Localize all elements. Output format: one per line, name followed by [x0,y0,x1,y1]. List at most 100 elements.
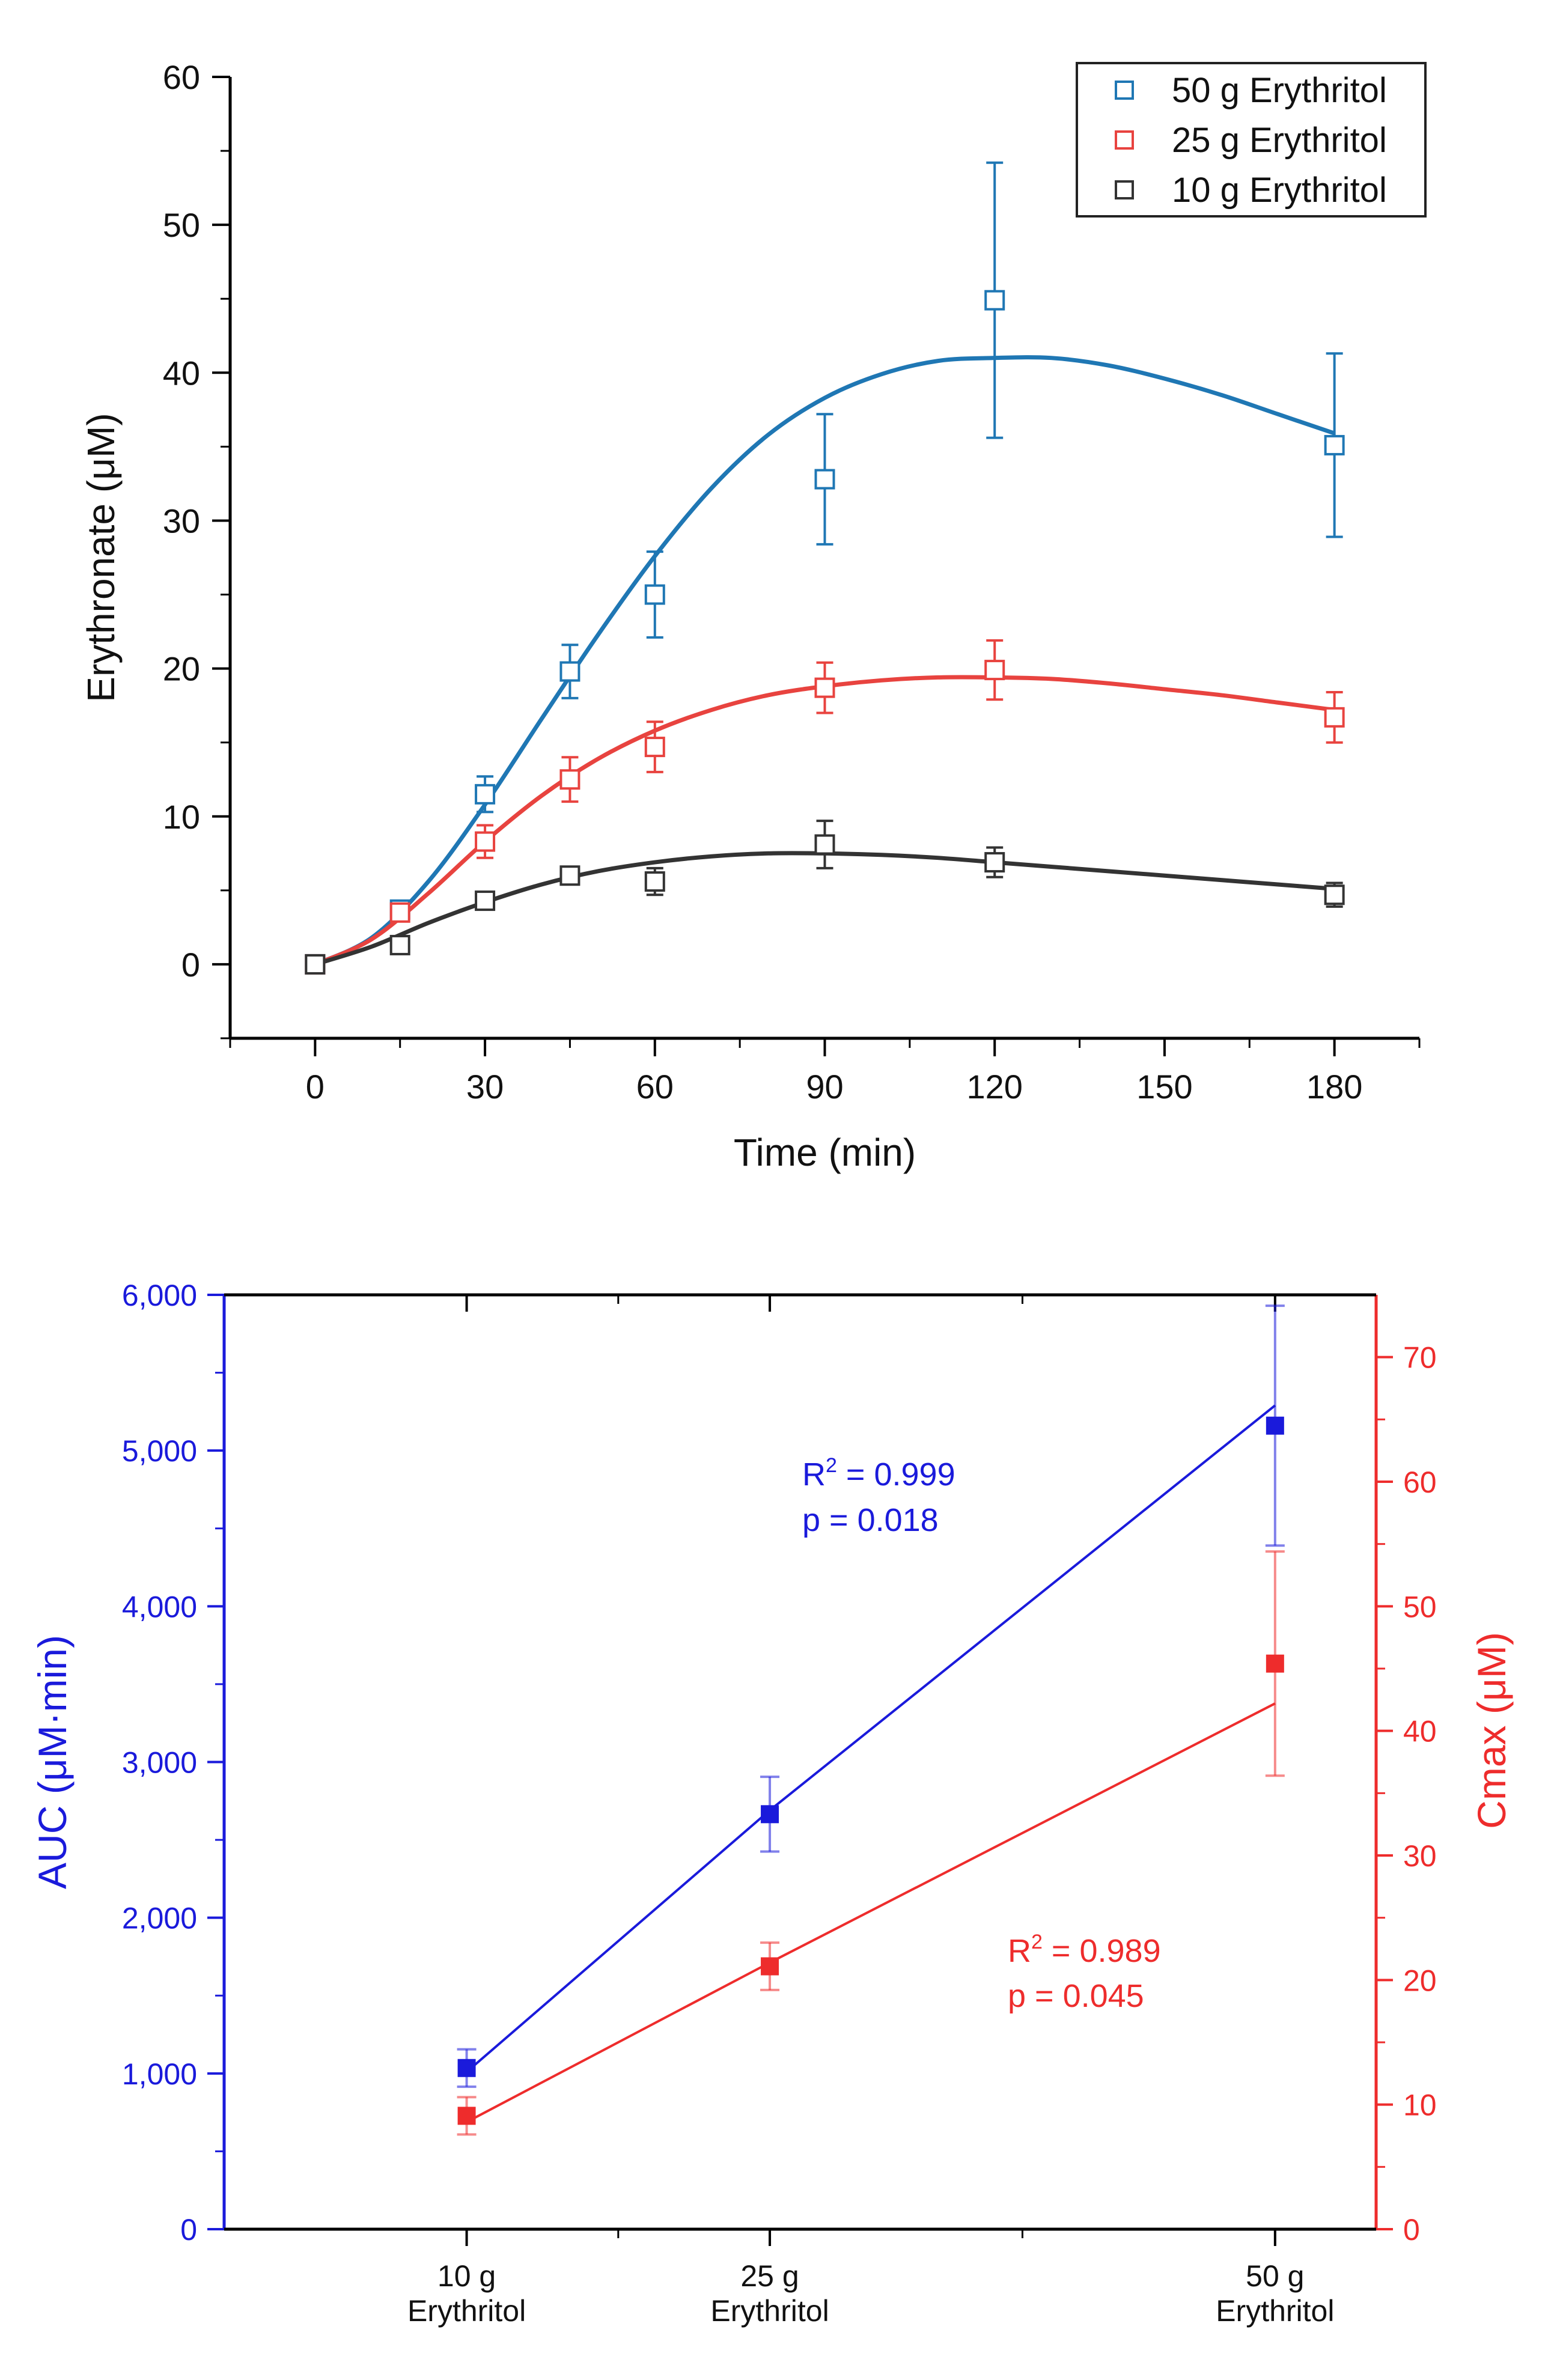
panel-a-y-tick-label: 30 [163,502,200,540]
auc-r-sup: 2 [826,1454,837,1477]
panel-b-right-tick-label: 50 [1403,1590,1437,1624]
legend-marker-10g [1115,180,1134,199]
data-point-25-g-erythritol [644,737,665,758]
auc-p-value: p = 0.018 [802,1502,939,1538]
data-point-auc [457,2059,476,2077]
panel-b-right-tick-label: 70 [1403,1341,1437,1375]
data-point-25-g-erythritol [984,660,1005,681]
panel-b-axes [207,1293,1393,2246]
panel-b-right-axis-label: Cmax (μM) [1469,1632,1514,1829]
panel-a-x-tick-label: 180 [1306,1068,1362,1106]
panel-b-data-points [457,1416,1284,2125]
panel-a-x-axis-label: Time (min) [734,1131,916,1174]
legend-entry-25g: 25 g Erythritol [1115,121,1387,160]
data-point-10-g-erythritol [1324,884,1345,905]
panel-a-x-tick-label: 150 [1136,1068,1192,1106]
panel-b-left-tick-label: 5,000 [122,1434,197,1468]
panel-a-x-tick-label: 30 [466,1068,504,1106]
panel-b-left-tick-label: 3,000 [122,1746,197,1780]
panel-b-right-tick-label: 60 [1403,1465,1437,1499]
panel-b-category-label: Erythritol [710,2294,829,2328]
legend-marker-50g [1115,81,1134,100]
data-point-cmax [761,1957,779,1976]
panel-a-y-tick-label: 40 [163,354,200,392]
data-point-50-g-erythritol [475,784,496,805]
data-point-25-g-erythritol [389,902,410,923]
cmax-r-value: = 0.989 [1043,1933,1161,1969]
panel-a-y-axis-label: Erythronate (μM) [79,413,123,702]
panel-b-right-tick-label: 0 [1403,2213,1420,2247]
auc-r-prefix: R [802,1456,826,1493]
panel-a-tick-labels: 0 10 20 30 40 50 60 0 30 60 90 120 150 180 [163,58,1363,1106]
panel-b-left-axis-label: AUC (μM·min) [30,1635,75,1889]
cmax-p-value: p = 0.045 [1008,1978,1144,2014]
panel-a-y-tick-label: 50 [163,206,200,244]
cmax-r-prefix: R [1008,1933,1031,1969]
panel-a-x-tick-label: 90 [806,1068,843,1106]
panel-b-right-tick-label: 20 [1403,1964,1437,1997]
legend-entry-10g: 10 g Erythritol [1115,171,1387,210]
legend-entry-50g: 50 g Erythritol [1115,71,1387,110]
panel-b-right-tick-label: 10 [1403,2089,1437,2122]
panel-a-x-tick-label: 60 [636,1068,674,1106]
panel-b-category-label: 10 g [437,2259,496,2293]
data-point-25-g-erythritol [814,677,835,698]
panel-a-y-tick-label: 20 [163,650,200,688]
data-point-50-g-erythritol [1324,434,1345,455]
panel-b-left-tick-label: 1,000 [122,2057,197,2091]
panel-b-category-label: Erythritol [407,2294,526,2328]
data-point-50-g-erythritol [984,290,1005,311]
panel-a-y-tick-label: 0 [181,946,200,984]
data-point-10-g-erythritol [559,865,580,886]
data-point-cmax [457,2107,476,2125]
auc-r-squared: R2 = 0.999 [802,1454,955,1493]
legend-label-10g: 10 g Erythritol [1172,171,1387,210]
panel-a-time-course-chart: 0 10 20 30 40 50 60 0 30 60 90 120 150 180 Time (min)… [79,58,1427,1174]
panel-a-x-tick-label: 120 [966,1068,1022,1106]
data-point-25-g-erythritol [475,831,496,852]
data-point-10-g-erythritol [984,852,1005,873]
panel-b-right-tick-label: 30 [1403,1839,1437,1873]
panel-b-dose-response-chart: 0 1,000 2,000 3,000 4,000 5,000 6,000 0 10 20 30 40… [30,1279,1514,2328]
data-point-10-g-erythritol [305,954,326,975]
panel-b-left-tick-label: 6,000 [122,1279,197,1312]
panel-a-x-tick-label: 0 [306,1068,325,1106]
panel-a-legend-box [1076,62,1427,218]
panel-b-annotation-auc: R2 = 0.999 p = 0.018 [802,1454,955,1538]
data-point-auc [761,1805,779,1824]
panel-a-y-tick-label: 10 [163,798,200,836]
auc-r-value: = 0.999 [837,1456,955,1493]
cmax-r-squared: R2 = 0.989 [1008,1931,1161,1969]
data-point-25-g-erythritol [1324,707,1345,728]
legend-marker-25g [1115,130,1134,150]
panel-b-category-label: 50 g [1246,2259,1304,2293]
panel-b-left-tick-label: 0 [180,2213,197,2247]
data-point-50-g-erythritol [559,661,580,682]
data-point-50-g-erythritol [814,469,835,490]
fit-curve-25-g-erythritol [314,675,1335,967]
panel-a-legend: 50 g Erythritol 25 g Erythritol 10 g Ery… [1076,62,1427,218]
legend-label-25g: 25 g Erythritol [1172,121,1387,160]
panel-a-axes [212,76,1421,1056]
legend-label-50g: 50 g Erythritol [1172,71,1387,110]
panel-b-right-tick-label: 40 [1403,1715,1437,1748]
data-point-50-g-erythritol [644,584,665,605]
data-point-10-g-erythritol [814,834,835,855]
panel-a-data-points [305,290,1345,975]
panel-b-left-tick-label: 4,000 [122,1590,197,1624]
panel-b-annotation-cmax: R2 = 0.989 p = 0.045 [1008,1931,1161,2014]
data-point-10-g-erythritol [389,934,410,955]
panel-b-left-tick-label: 2,000 [122,1902,197,1935]
data-point-10-g-erythritol [475,890,496,912]
panel-b-category-label: 25 g [740,2259,799,2293]
data-point-auc [1266,1416,1284,1435]
cmax-r-sup: 2 [1031,1931,1043,1953]
panel-b-tick-labels: 0 1,000 2,000 3,000 4,000 5,000 6,000 0 10 20 30 40… [122,1279,1437,2328]
panel-a-y-tick-label: 60 [163,58,200,96]
data-point-10-g-erythritol [644,871,665,892]
data-point-cmax [1266,1654,1284,1673]
data-point-25-g-erythritol [559,769,580,790]
panel-b-category-label: Erythritol [1216,2294,1334,2328]
